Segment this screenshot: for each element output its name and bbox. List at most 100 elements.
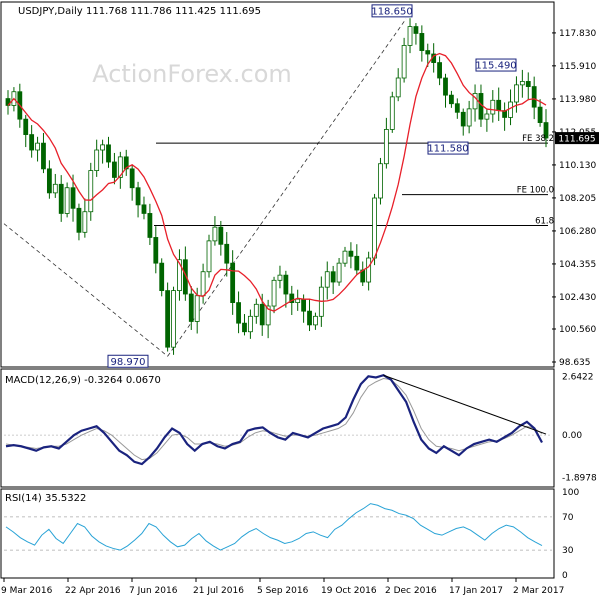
candle-body — [212, 226, 218, 242]
candle-body — [543, 122, 549, 139]
price-label: 111.580 — [427, 144, 468, 155]
candle-body — [135, 187, 141, 206]
moving-average-line — [7, 52, 547, 312]
candle-body — [519, 81, 525, 86]
candle-body — [64, 187, 70, 214]
candle-body — [271, 279, 277, 307]
candle-body — [508, 101, 513, 118]
date-label: 19 Oct 2016 — [321, 586, 377, 596]
candle-body — [200, 271, 206, 297]
trendline-dashed — [3, 223, 168, 357]
candle-body — [94, 149, 100, 171]
macd-tick-label: 0.00 — [562, 431, 582, 441]
date-label: 2 Mar 2017 — [513, 586, 564, 596]
candle-body — [82, 211, 88, 233]
candle-body — [383, 129, 389, 165]
candle-body — [230, 262, 236, 303]
macd-line — [5, 374, 543, 466]
candle-body — [301, 298, 307, 312]
date-label: 17 Jan 2017 — [449, 586, 503, 596]
candle-body — [236, 302, 241, 324]
candle-body — [253, 303, 259, 317]
rsi-panel — [0, 488, 555, 579]
candle-body — [531, 86, 537, 108]
candle-body — [171, 290, 176, 348]
candle-body — [525, 81, 531, 87]
candle-body — [313, 315, 318, 326]
candle-body — [348, 250, 354, 257]
candle-body — [496, 99, 502, 111]
last-price-box — [555, 132, 599, 145]
last-price-label: 111.695 — [558, 135, 595, 145]
candle-body — [324, 271, 330, 288]
candle-body — [490, 99, 496, 115]
date-label: 9 Mar 2016 — [1, 586, 53, 596]
candle-body — [159, 262, 165, 291]
candle-body — [342, 250, 348, 264]
price-tick-label: 100.560 — [559, 325, 596, 335]
macd-tick-label: 2.6422 — [562, 373, 594, 383]
rsi-tick-label: 0 — [562, 571, 568, 581]
candle-body — [484, 113, 490, 120]
watermark: ActionForex.com — [92, 60, 292, 88]
candle-body — [449, 94, 454, 105]
candle-body — [330, 271, 336, 283]
rsi-line — [5, 503, 543, 551]
candle-body — [147, 213, 153, 238]
price-tick-label: 117.830 — [559, 29, 596, 39]
candle-body — [425, 50, 431, 55]
price-label-box — [475, 58, 517, 72]
candle-body — [389, 96, 395, 130]
candle-body — [413, 26, 419, 34]
price-label: 118.650 — [371, 6, 412, 17]
level-label: FE 38.2 — [522, 134, 554, 144]
candle-body — [419, 33, 425, 51]
price-tick-label: 115.910 — [559, 62, 596, 72]
rsi-tick-label: 70 — [562, 513, 574, 523]
candle-body — [354, 255, 360, 271]
price-tick-label: 110.130 — [559, 161, 596, 171]
rsi-title: RSI(14) 35.5322 — [5, 493, 86, 504]
candle-body — [247, 315, 253, 333]
macd-title: MACD(12,26,9) -0.3264 0.0670 — [5, 375, 161, 386]
candle-body — [206, 240, 212, 273]
price-label-box — [107, 354, 149, 368]
macd-tick-label: -1.8978 — [562, 473, 597, 483]
candle-body — [112, 161, 117, 178]
candle-body — [141, 204, 147, 214]
level-label: 61.8 — [535, 216, 554, 226]
date-label: 7 Jun 2016 — [129, 586, 178, 596]
candle-body — [537, 106, 543, 123]
candle-body — [437, 62, 442, 79]
candle-body — [407, 26, 413, 46]
candle-body — [277, 274, 283, 281]
trendline-dashed — [167, 18, 407, 357]
price-tick-label: 104.355 — [559, 260, 596, 270]
candle-body — [372, 197, 377, 259]
candle-body — [29, 134, 35, 151]
candle-body — [336, 262, 342, 283]
candle-body — [366, 257, 372, 283]
price-label-box — [427, 141, 469, 155]
macd-signal-line — [5, 378, 543, 461]
candle-body — [52, 183, 58, 194]
symbol-label: USDJPY,Daily — [18, 6, 83, 17]
candle-body — [194, 295, 200, 322]
price-panel — [0, 1, 555, 368]
candle-body — [395, 77, 401, 98]
candle-body — [454, 103, 460, 113]
candle-body — [224, 243, 230, 264]
candle-body — [242, 322, 247, 333]
candle-body — [46, 168, 52, 194]
date-label: 2 Dec 2016 — [385, 586, 437, 596]
candle-body — [41, 142, 46, 170]
candle-body — [259, 303, 265, 326]
date-label: 22 Apr 2016 — [65, 586, 121, 596]
rsi-tick-label: 30 — [562, 546, 574, 556]
rsi-tick-label: 100 — [562, 488, 579, 498]
candle-body — [466, 108, 472, 127]
candle-body — [76, 207, 82, 233]
candle-body — [129, 168, 135, 189]
